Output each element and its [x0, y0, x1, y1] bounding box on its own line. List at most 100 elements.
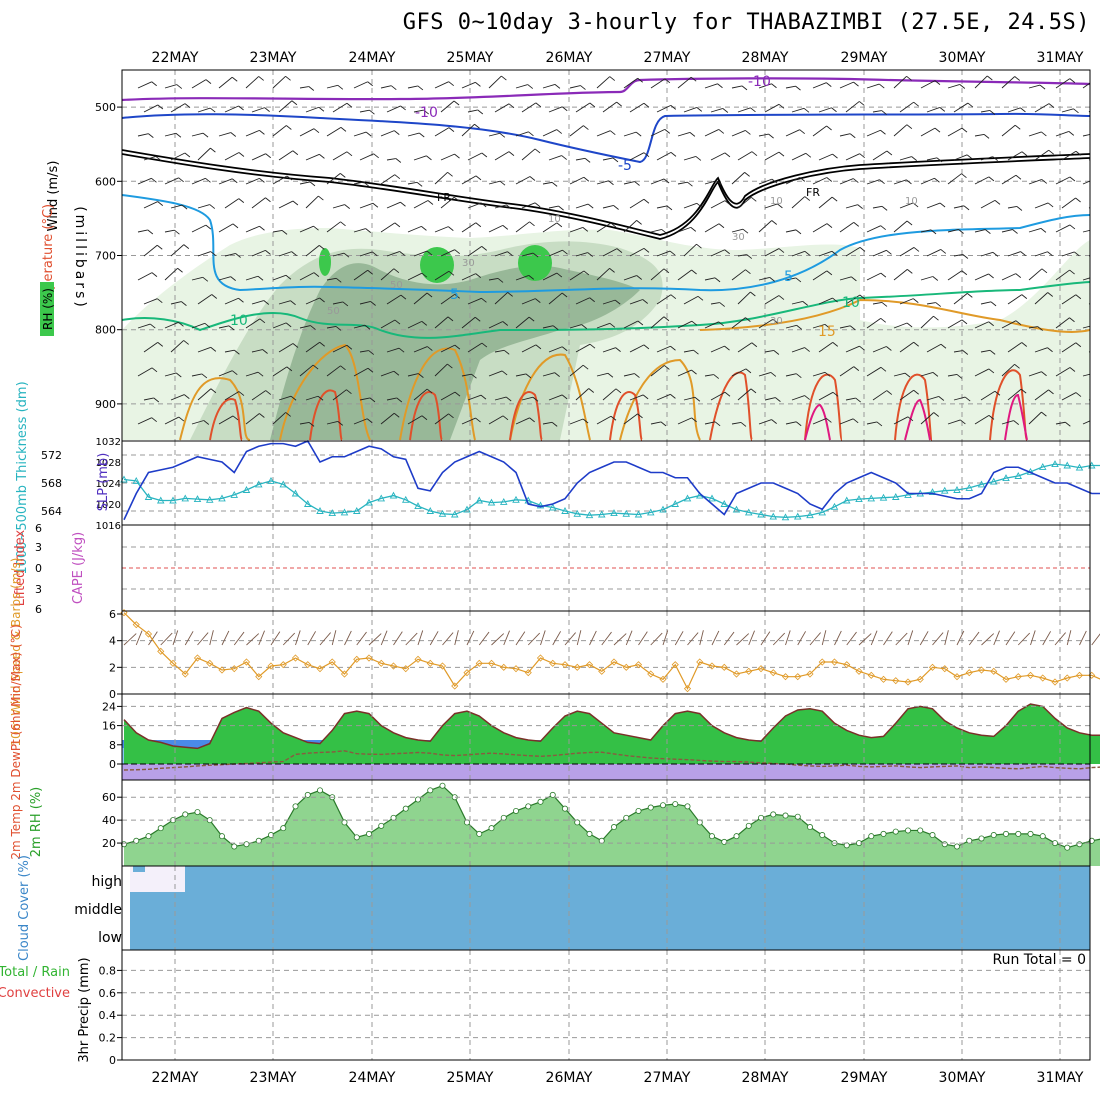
wind-barb-flag [777, 203, 783, 209]
wind-barb-flag [480, 202, 487, 208]
wind10m-barb [895, 632, 908, 646]
wind-barb-flag [506, 204, 512, 210]
wind-barb [926, 343, 942, 353]
wind10m-barb [662, 630, 669, 646]
thickness-marker [585, 511, 594, 519]
wind-barb-flag [151, 81, 157, 87]
wind-barb [677, 369, 692, 377]
wind-barb-flag [610, 415, 617, 421]
wind-barb-flag [961, 173, 967, 179]
wind-barb [251, 300, 264, 305]
wind-barb [602, 157, 614, 161]
wind-barb [629, 152, 645, 161]
rh2m-marker [684, 803, 691, 810]
wind-barb-flag [503, 349, 510, 355]
wind-barb-flag [561, 394, 568, 400]
wind-barb-flag [669, 250, 676, 256]
thickness-marker [597, 510, 606, 518]
thickness-marker [1002, 474, 1010, 482]
wind-barb [764, 203, 778, 209]
wind-barb-flag [1069, 224, 1076, 230]
wind-barb [845, 397, 856, 401]
wind-barb-flag [210, 388, 217, 394]
date-label-top: 29MAY [841, 50, 888, 66]
wind-barb [164, 416, 180, 425]
wind10m-marker [500, 663, 508, 671]
wind10m-marker [389, 662, 398, 670]
wind-barb [542, 181, 553, 185]
wind10m-barb [172, 630, 179, 646]
wind-barb-flag [690, 76, 697, 82]
wind-barb [920, 229, 932, 233]
wind-barb-flag [508, 103, 515, 109]
wind-barb [380, 268, 395, 281]
upper-air-wind-barbs [137, 75, 1090, 427]
wind-barb [758, 372, 772, 377]
thickness-marker [659, 505, 667, 513]
wind-barb-flag [259, 413, 265, 418]
wind-barb-flag [454, 344, 461, 350]
wind-barb-flag [1075, 342, 1082, 348]
wind10m-marker [1051, 678, 1059, 686]
thickness-marker [806, 511, 814, 519]
date-label-top: 24MAY [349, 50, 396, 66]
wind10m-marker [708, 662, 716, 670]
wind-barb [272, 322, 287, 329]
wind-barb-flag [857, 204, 863, 209]
wind-barb [494, 103, 510, 113]
wind-barb-flag [881, 206, 888, 211]
wind-barb-flag [609, 322, 616, 328]
thickness-marker [291, 489, 300, 497]
rh2m-marker [439, 782, 446, 789]
wind10m-marker [904, 678, 912, 686]
wind-barb-flag [337, 421, 344, 426]
wind-barb [737, 342, 753, 353]
wind-barb-flag [961, 319, 968, 325]
wind-barb-flag [963, 205, 970, 211]
wind-barb-flag [1041, 411, 1047, 417]
wind-barb-flag [831, 196, 838, 202]
date-label-bottom: 25MAY [447, 1070, 494, 1086]
wind-barb-flag [454, 153, 460, 159]
wind-barb [251, 349, 263, 353]
wind-barb [494, 349, 505, 353]
wind-barb [380, 85, 392, 89]
wind10m-marker [426, 659, 434, 667]
wind-barb-flag [771, 419, 777, 424]
wind-barb-flag [259, 178, 265, 183]
wind-barb [785, 421, 797, 425]
wind-barb [764, 350, 774, 353]
wind-barb [569, 324, 582, 329]
wind10m-marker [1014, 673, 1022, 681]
wind-barb [926, 396, 939, 401]
wind-barb [170, 152, 186, 161]
wind-barb [1088, 351, 1090, 353]
wind-barb [1034, 389, 1049, 401]
wind-barb-flag [313, 272, 320, 278]
wind10m-marker [806, 670, 814, 678]
wind-barb [818, 153, 833, 161]
wind-barb-flag [335, 326, 342, 331]
thickness-marker [683, 494, 692, 502]
wind-barb [872, 390, 888, 401]
wind-barb-flag [552, 325, 559, 331]
wind-barb-flag [178, 321, 184, 327]
wind-barb-flag [751, 342, 758, 348]
wind-barb [359, 397, 371, 401]
wind-barb-flag [202, 276, 209, 282]
wind-barb-flag [394, 222, 401, 228]
wind-barb-flag [480, 394, 487, 400]
wind-barb-flag [342, 301, 349, 307]
thickness-marker [205, 495, 214, 503]
wind-barb [386, 251, 400, 257]
wind-barb-flag [795, 85, 801, 91]
wind-barb-flag [775, 397, 781, 402]
wind-barb-flag [881, 110, 887, 115]
wind-barb [326, 126, 342, 137]
thickness-marker [1038, 462, 1047, 470]
rh2m-marker [819, 832, 826, 839]
wind-barb [791, 107, 805, 113]
wind-barb-flag [317, 395, 324, 401]
wind-barb [812, 177, 827, 185]
wind-barb [305, 244, 320, 257]
